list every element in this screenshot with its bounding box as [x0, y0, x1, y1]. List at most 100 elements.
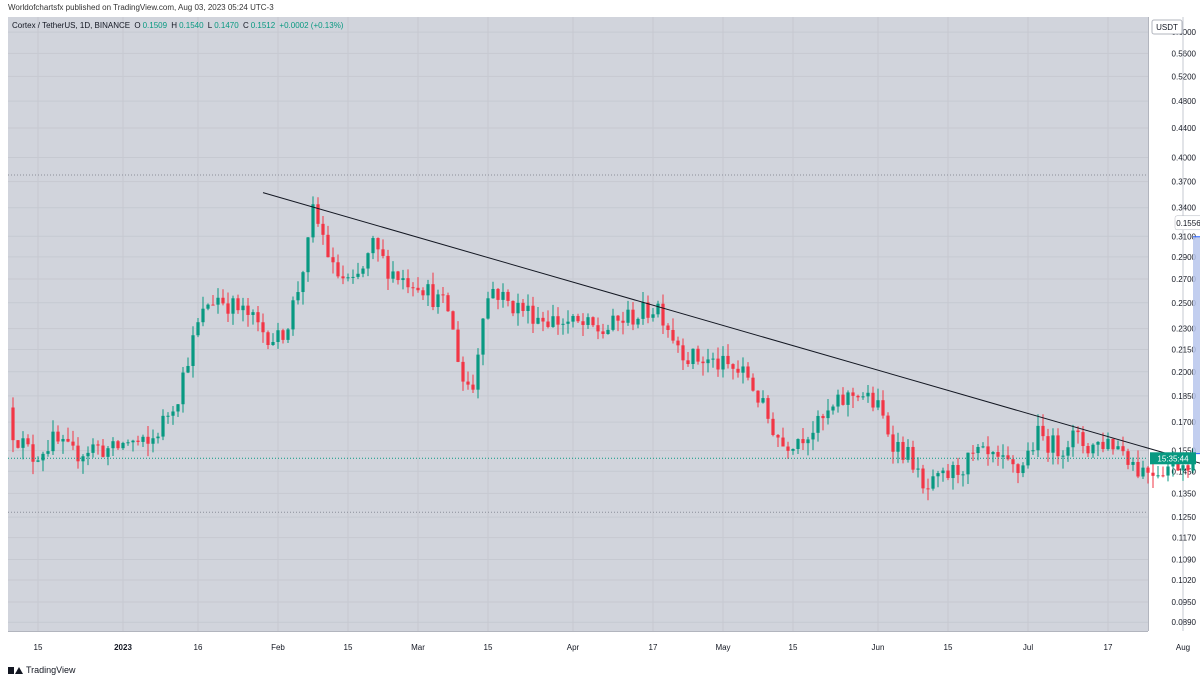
candle-body	[1161, 475, 1165, 477]
candle-body	[596, 325, 600, 332]
candle-body	[871, 392, 875, 408]
price-tick-label: 0.2300	[1172, 325, 1197, 334]
candle-body	[641, 302, 645, 319]
candle-body	[816, 415, 820, 433]
time-tick-label: 17	[649, 643, 658, 652]
candle-body	[441, 294, 445, 296]
candle-body	[141, 436, 145, 442]
candle-body	[906, 446, 910, 460]
candle-body	[96, 444, 100, 446]
candle-body	[206, 304, 210, 309]
candle-body	[921, 468, 925, 489]
candle-body	[676, 340, 680, 346]
candle-body	[251, 312, 255, 315]
candle-body	[826, 410, 830, 419]
price-tick-label: 0.4000	[1172, 153, 1197, 162]
legend-low-label: L	[207, 21, 213, 30]
candle-body	[471, 384, 475, 390]
candle-body	[666, 325, 670, 330]
candle-body	[226, 303, 230, 314]
candle-body	[1081, 432, 1085, 446]
candle-body	[171, 411, 175, 416]
candle-body	[1041, 425, 1045, 437]
candle-body	[111, 441, 115, 449]
candle-body	[46, 451, 50, 454]
time-tick-label: May	[715, 643, 730, 652]
candle-body	[261, 322, 265, 333]
candle-body	[626, 309, 630, 323]
candle-body	[1051, 435, 1055, 453]
candle-body	[586, 317, 590, 325]
candle-body	[941, 470, 945, 474]
time-tick-label: Mar	[411, 643, 425, 652]
candle-body	[566, 321, 570, 324]
candle-body	[721, 355, 725, 370]
candle-body	[511, 300, 515, 314]
price-tick-label: 0.2900	[1172, 253, 1197, 262]
candle-body	[726, 355, 730, 365]
candle-body	[421, 290, 425, 296]
candle-body	[701, 361, 705, 364]
candle-body	[811, 432, 815, 440]
candle-body	[191, 335, 195, 366]
candle-body	[126, 442, 130, 444]
price-tick-label: 0.1550	[1172, 447, 1197, 456]
candle-body	[556, 316, 560, 325]
time-tick-label: 15	[344, 643, 353, 652]
candle-body	[1061, 455, 1065, 457]
candle-body	[266, 332, 270, 346]
candle-body	[381, 249, 385, 256]
time-tick-label: 2023	[114, 643, 132, 652]
candle-body	[326, 234, 330, 258]
candle-body	[166, 415, 170, 417]
candle-body	[336, 262, 340, 277]
candle-body	[636, 318, 640, 325]
time-axis[interactable]	[8, 631, 1148, 662]
candle-body	[851, 392, 855, 396]
price-range-box	[1193, 236, 1200, 454]
candle-body	[1121, 446, 1125, 452]
candle-body	[1116, 446, 1120, 450]
candle-body	[26, 438, 30, 445]
candle-body	[1151, 472, 1155, 476]
candle-body	[886, 415, 890, 435]
candle-body	[486, 298, 490, 319]
time-tick-label: 16	[194, 643, 203, 652]
price-tick-label: 0.2500	[1172, 299, 1197, 308]
candle-body	[531, 305, 535, 324]
price-tick-label: 0.0950	[1172, 598, 1197, 607]
candle-body	[256, 312, 260, 323]
candle-body	[491, 288, 495, 299]
candle-body	[561, 323, 565, 325]
candle-body	[926, 488, 930, 490]
candle-body	[591, 317, 595, 326]
candle-body	[211, 304, 215, 306]
candle-body	[896, 441, 900, 452]
candle-body	[116, 441, 120, 449]
candle-body	[66, 438, 70, 442]
candle-body	[426, 284, 430, 296]
price-tick-label: 0.1170	[1172, 534, 1196, 543]
candle-body	[801, 439, 805, 444]
candle-body	[821, 415, 825, 419]
candle-body	[606, 329, 610, 335]
candle-body	[291, 300, 295, 330]
candle-body	[301, 272, 305, 293]
candle-body	[766, 398, 770, 419]
candle-body	[1136, 461, 1140, 477]
candle-body	[671, 329, 675, 341]
price-tick-label: 0.4800	[1172, 97, 1197, 106]
candle-body	[476, 354, 480, 390]
candle-body	[781, 437, 785, 447]
price-axis[interactable]	[1148, 17, 1200, 631]
candle-body	[1046, 436, 1050, 453]
time-tick-label: Jul	[1023, 643, 1033, 652]
candle-body	[576, 315, 580, 322]
legend-open-label: O	[134, 21, 141, 30]
time-tick-label: Feb	[271, 643, 285, 652]
candle-body	[986, 446, 990, 455]
countdown-timer: 15:35:44	[1157, 454, 1189, 463]
candle-body	[61, 438, 65, 442]
candle-body	[131, 440, 135, 443]
descending-trendline	[262, 192, 1200, 464]
